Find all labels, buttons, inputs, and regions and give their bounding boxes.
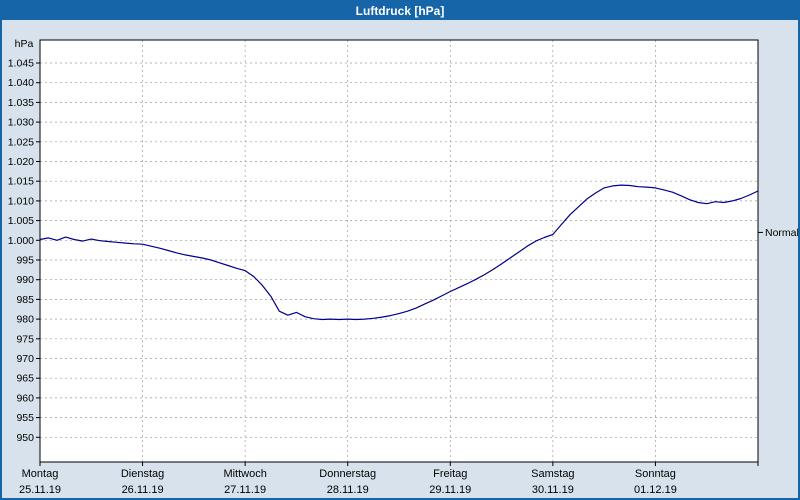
- y-tick-label: 955: [16, 412, 34, 424]
- x-day-label: Freitag: [433, 468, 467, 480]
- x-date-label: 29.11.19: [429, 484, 471, 496]
- y-tick-label: 965: [16, 373, 34, 385]
- window-title: Luftdruck [hPa]: [355, 4, 445, 18]
- y-tick-label: 1.045: [8, 58, 34, 70]
- x-date-label: 27.11.19: [224, 484, 266, 496]
- x-day-label: Donnerstag: [319, 468, 376, 480]
- y-tick-label: 990: [16, 274, 34, 286]
- y-tick-label: 1.010: [8, 195, 34, 207]
- y-tick-label: 960: [16, 392, 34, 404]
- y-tick-label: 1.040: [8, 77, 34, 89]
- x-day-label: Mittwoch: [223, 468, 266, 480]
- pressure-series-line: [39, 184, 759, 321]
- y-tick-label: 985: [16, 294, 34, 306]
- y-tick-label: 1.005: [8, 215, 34, 227]
- y-tick-label: 1.025: [8, 136, 34, 148]
- chart-area: 950 955 960 965 970 975 980 985 990 995 1.000 1.005…: [2, 20, 798, 498]
- x-day-label: Dienstag: [121, 468, 164, 480]
- y-tick-label: 995: [16, 255, 34, 267]
- y-tick-label: 1.000: [8, 235, 34, 247]
- plot-background: [40, 40, 758, 462]
- y-tick-label: 1.015: [8, 176, 34, 188]
- x-date-label: 30.11.19: [532, 484, 574, 496]
- y-tick-label: 970: [16, 353, 34, 365]
- pressure-line-chart: 950 955 960 965 970 975 980 985 990 995 1.000 1.005…: [8, 38, 798, 496]
- y-axis-unit-label: hPa: [15, 38, 34, 50]
- plot-border: [39, 39, 759, 463]
- window-titlebar: Luftdruck [hPa]: [2, 2, 798, 20]
- y-tick-label: 950: [16, 432, 34, 444]
- x-day-label: Samstag: [531, 468, 574, 480]
- x-date-label: 01.12.19: [634, 484, 677, 496]
- y-tick-label: 1.030: [8, 117, 34, 129]
- normal-label: Normal: [765, 227, 798, 239]
- x-date-label: 28.11.19: [327, 484, 369, 496]
- x-date-label: 26.11.19: [122, 484, 164, 496]
- y-tick-label: 980: [16, 314, 34, 326]
- x-day-label: Montag: [22, 468, 59, 480]
- y-tick-label: 1.020: [8, 156, 34, 168]
- y-tick-label: 1.035: [8, 97, 34, 109]
- x-day-label: Sonntag: [635, 468, 676, 480]
- x-date-label: 25.11.19: [19, 484, 61, 496]
- y-tick-label: 975: [16, 333, 34, 345]
